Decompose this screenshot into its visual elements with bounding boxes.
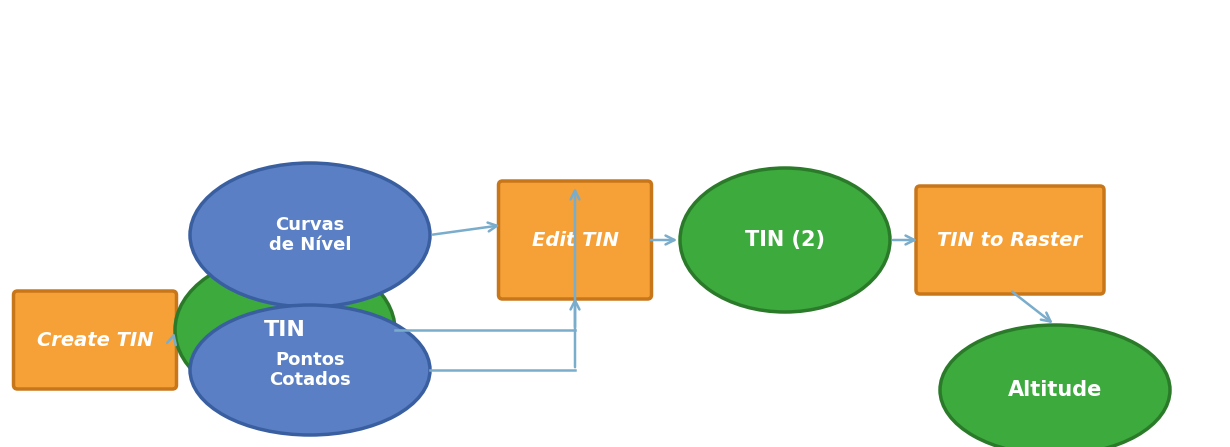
Text: Curvas
de Nível: Curvas de Nível — [268, 215, 352, 254]
Text: TIN: TIN — [264, 320, 306, 340]
Text: Create TIN: Create TIN — [37, 330, 154, 350]
Ellipse shape — [940, 325, 1170, 447]
Ellipse shape — [189, 163, 430, 307]
Text: Pontos
Cotados: Pontos Cotados — [269, 350, 351, 389]
FancyBboxPatch shape — [498, 181, 652, 299]
Ellipse shape — [175, 255, 395, 405]
FancyBboxPatch shape — [14, 291, 176, 389]
Ellipse shape — [680, 168, 891, 312]
Text: Edit TIN: Edit TIN — [531, 231, 619, 249]
Text: Altitude: Altitude — [1007, 380, 1102, 400]
Ellipse shape — [189, 305, 430, 435]
FancyBboxPatch shape — [916, 186, 1105, 294]
Text: TIN (2): TIN (2) — [745, 230, 825, 250]
Text: TIN to Raster: TIN to Raster — [937, 231, 1082, 249]
